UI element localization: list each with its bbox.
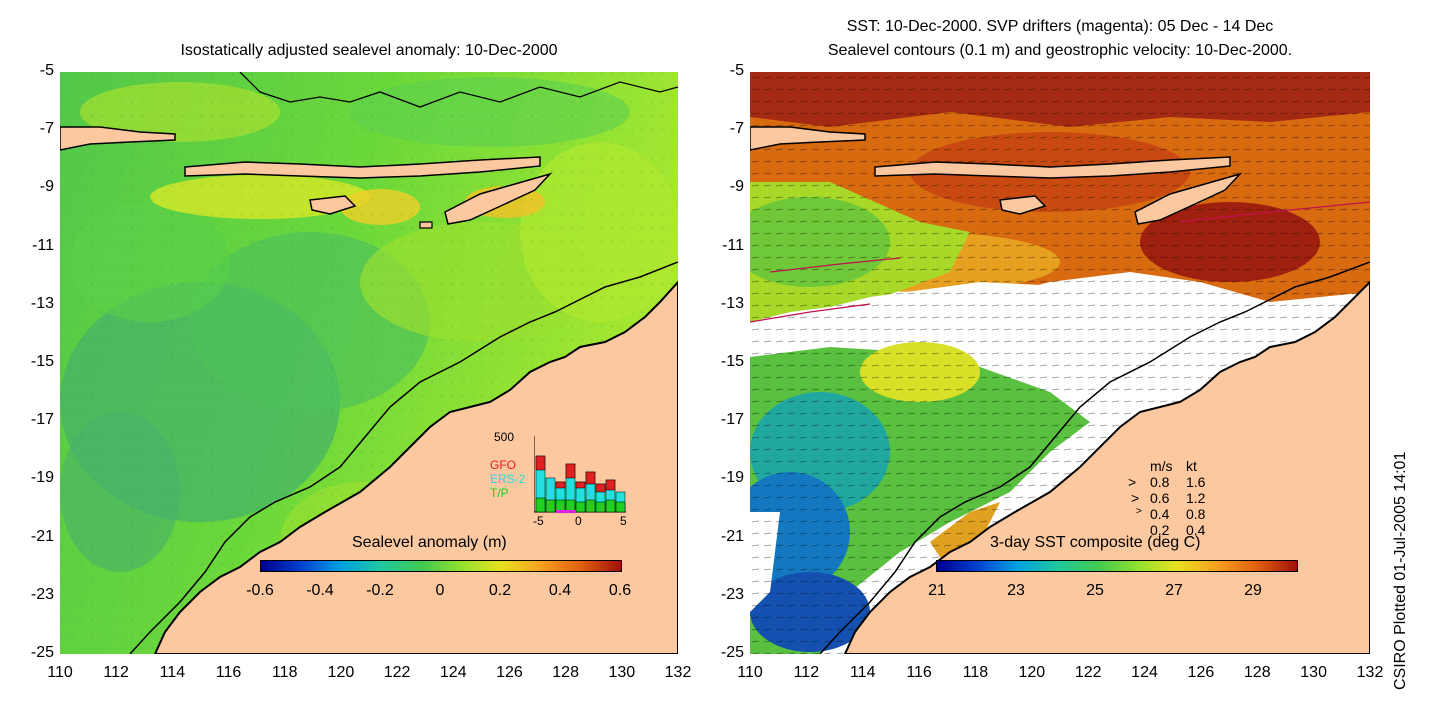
velocity-legend-ms: 0.4	[1150, 506, 1170, 522]
right-lat-tick-label: -13	[720, 294, 744, 312]
left-lon-tick-label: 116	[215, 664, 242, 681]
right-lat-tick-label: -25	[720, 644, 744, 661]
velocity-legend-kt: 1.2	[1186, 490, 1206, 506]
velocity-arrow-icon: >	[1136, 506, 1142, 517]
sst-tick-label: 27	[1165, 582, 1183, 599]
sst-composite-map	[750, 72, 1370, 654]
sla-tick-label: -0.4	[306, 582, 334, 599]
right-lon-tick-label: 116	[906, 664, 932, 681]
left-lat-tick-label: -5	[39, 62, 54, 79]
right-lon-tick-label: 126	[1187, 664, 1215, 681]
left-lon-tick-label: 110	[47, 664, 73, 681]
left-lat-tick-label: -21	[30, 527, 54, 545]
left-map-title: Isostatically adjusted sealevel anomaly:…	[180, 42, 558, 59]
sst-tick-label: 29	[1244, 582, 1262, 599]
velocity-legend-ms-header: m/s	[1150, 458, 1173, 474]
left-lat-tick-label: -13	[30, 294, 54, 312]
velocity-legend-kt: 0.4	[1186, 522, 1206, 538]
velocity-arrow-icon: >	[1131, 490, 1140, 506]
velocity-legend-ms: 0.2	[1150, 522, 1170, 538]
left-lon-tick-label: 118	[271, 664, 298, 681]
left-lon-tick-label: 130	[608, 664, 636, 681]
left-lon-tick-label: 124	[439, 664, 467, 681]
legend-gfo: GFO	[490, 458, 516, 472]
velocity-legend-kt: 1.6	[1186, 474, 1206, 490]
left-lon-tick-label: 120	[327, 664, 355, 681]
right-lat-tick-label: -11	[722, 236, 744, 254]
velocity-legend-kt-header: kt	[1186, 458, 1197, 474]
left-lat-tick-label: -23	[30, 585, 54, 603]
sla-tick-label: -0.2	[366, 582, 394, 599]
right-lat-tick-label: -17	[720, 411, 744, 429]
histogram-xtick: 5	[620, 514, 627, 528]
right-lon-tick-label: 114	[849, 664, 876, 681]
histogram-xtick: -5	[533, 514, 544, 528]
histogram-ymax-label: 500	[494, 430, 515, 444]
left-lon-tick-label: 126	[496, 664, 523, 681]
right-lat-tick-label: -7	[729, 120, 744, 138]
right-lon-tick-label: 110	[737, 664, 763, 681]
left-lat-tick-label: -7	[39, 120, 54, 138]
right-lon-tick-label: 112	[793, 664, 820, 681]
right-lon-tick-label: 120	[1018, 664, 1046, 681]
right-lon-tick-label: 130	[1300, 664, 1327, 681]
left-lon-tick-label: 112	[103, 664, 129, 681]
velocity-legend-kt: 0.8	[1186, 506, 1206, 522]
sst-colorbar	[936, 560, 1298, 572]
left-lon-tick-label: 114	[159, 664, 186, 681]
histogram-xtick: 0	[575, 514, 582, 528]
left-lat-tick-label: -19	[30, 469, 54, 487]
sla-colorbar-title: Sealevel anomaly (m)	[352, 534, 507, 551]
plot-credit: CSIRO Plotted 01-Jul-2005 14:01	[1392, 451, 1409, 690]
left-lat-tick-label: -9	[39, 178, 54, 196]
sla-tick-label: 0.4	[548, 582, 572, 599]
legend-tp: T/P	[490, 486, 509, 500]
sst-colorbar-title: 3-day SST composite (deg C)	[990, 534, 1201, 551]
right-lat-tick-label: -23	[720, 585, 744, 603]
sla-tick-label: 0	[435, 582, 445, 599]
velocity-arrow-icon: >	[1128, 474, 1137, 490]
left-lon-tick-label: 132	[664, 664, 692, 681]
right-lat-tick-label: -5	[729, 62, 744, 79]
velocity-legend-ms: 0.6	[1150, 490, 1170, 506]
right-lat-tick-label: -15	[720, 353, 744, 370]
right-lon-tick-label: 118	[962, 664, 989, 681]
velocity-legend-ms: 0.8	[1150, 474, 1170, 490]
left-lon-tick-label: 128	[552, 664, 579, 681]
right-lat-tick-label: -21	[720, 527, 744, 545]
right-lon-tick-label: 128	[1243, 664, 1271, 681]
left-lat-tick-label: -11	[32, 236, 54, 254]
sla-colorbar	[260, 560, 622, 572]
left-lat-tick-label: -15	[30, 353, 54, 370]
left-lon-tick-label: 122	[383, 664, 411, 681]
sealevel-anomaly-map	[60, 72, 678, 654]
legend-ers2: ERS-2	[490, 472, 526, 486]
right-lat-tick-label: -19	[720, 469, 744, 487]
sla-tick-label: -0.6	[246, 582, 274, 599]
sla-tick-label: 0.6	[608, 582, 632, 599]
sla-tick-label: 0.2	[488, 582, 512, 599]
right-lon-tick-label: 132	[1356, 664, 1384, 681]
right-lon-tick-label: 124	[1131, 664, 1158, 681]
right-lon-tick-label: 122	[1074, 664, 1102, 681]
right-map-title-line2: Sealevel contours (0.1 m) and geostrophi…	[827, 42, 1293, 59]
satellite-histogram	[534, 436, 626, 513]
sst-tick-label: 23	[1007, 582, 1025, 599]
right-map-title-line1: SST: 10-Dec-2000. SVP drifters (magenta)…	[846, 18, 1274, 35]
left-lat-tick-label: -17	[30, 411, 54, 429]
left-lat-tick-label: -25	[30, 644, 54, 661]
sst-tick-label: 25	[1086, 582, 1104, 599]
right-lat-tick-label: -9	[729, 178, 744, 196]
sst-tick-label: 21	[928, 582, 946, 599]
